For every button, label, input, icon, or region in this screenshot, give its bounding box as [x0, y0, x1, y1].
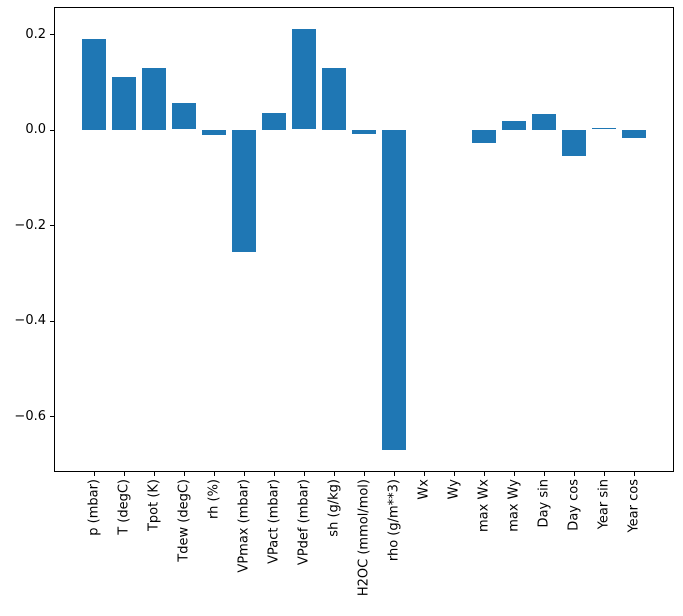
bar-rho-g-m-3: [382, 130, 406, 450]
bar-max-wx: [472, 130, 496, 143]
x-tick-label-text: VPact (mbar): [266, 479, 282, 564]
x-tick-mark: [94, 472, 95, 476]
x-tick-label-text: rho (g/m**3): [386, 479, 402, 562]
x-tick-label-text: rh (%): [206, 479, 222, 519]
x-tick-mark: [454, 472, 455, 476]
x-tick-label-text: Year sin: [596, 479, 612, 530]
x-tick-mark: [604, 472, 605, 476]
x-tick-mark: [154, 472, 155, 476]
x-tick-mark: [334, 472, 335, 476]
bar-sh-g-kg: [322, 68, 346, 130]
x-tick-mark: [514, 472, 515, 476]
bar-tpot-k: [142, 68, 166, 130]
x-tick-label-text: VPdef (mbar): [296, 479, 312, 566]
x-tick-mark: [544, 472, 545, 476]
bar-rh: [202, 130, 226, 135]
x-tick-label-text: Wx: [416, 479, 432, 500]
x-tick-label: H2OC (mmol/mol): [357, 479, 372, 596]
bar-day-sin: [532, 114, 556, 130]
x-tick-mark: [184, 472, 185, 476]
y-tick-mark: [50, 225, 54, 226]
x-tick-label-text: p (mbar): [86, 479, 102, 536]
x-tick-label: Wy: [447, 479, 462, 499]
x-tick-label: Day cos: [567, 479, 582, 531]
x-tick-label: rh (%): [207, 479, 222, 519]
y-tick-mark: [50, 130, 54, 131]
x-tick-label: VPmax (mbar): [237, 479, 252, 573]
bar-tdew-degc: [172, 103, 196, 129]
x-tick-label: VPact (mbar): [267, 479, 282, 564]
x-tick-label-text: Day sin: [536, 479, 552, 528]
y-tick-label: −0.4: [14, 313, 46, 328]
x-tick-mark: [244, 472, 245, 476]
x-tick-label: max Wx: [477, 479, 492, 532]
x-tick-mark: [634, 472, 635, 476]
x-tick-label-text: Year cos: [626, 479, 642, 533]
x-tick-label-text: max Wy: [506, 479, 522, 532]
x-tick-mark: [574, 472, 575, 476]
x-tick-label-text: T (degC): [116, 479, 132, 535]
x-tick-mark: [484, 472, 485, 476]
x-tick-label: T (degC): [117, 479, 132, 535]
x-tick-label: Year sin: [597, 479, 612, 529]
x-tick-mark: [214, 472, 215, 476]
x-tick-label: Tdew (degC): [177, 479, 192, 562]
x-tick-label-text: max Wx: [476, 479, 492, 533]
x-tick-label-text: H2OC (mmol/mol): [356, 479, 372, 597]
bar-p-mbar: [82, 39, 106, 130]
y-tick-mark: [50, 321, 54, 322]
x-tick-label-text: Wy: [446, 479, 462, 500]
bar-t-degc: [112, 77, 136, 130]
bar-vpdef-mbar: [292, 29, 316, 129]
x-tick-label: VPdef (mbar): [297, 479, 312, 565]
bar-max-wy: [502, 121, 526, 130]
x-tick-label-text: Tpot (K): [146, 479, 162, 532]
x-tick-label: Day sin: [537, 479, 552, 527]
x-tick-label: max Wy: [507, 479, 522, 532]
x-tick-label-text: Tdew (degC): [176, 479, 192, 562]
x-tick-label: sh (g/kg): [327, 479, 342, 537]
bar-year-cos: [622, 130, 646, 138]
x-tick-mark: [394, 472, 395, 476]
x-tick-label: rho (g/m**3): [387, 479, 402, 561]
y-tick-label: 0.2: [25, 27, 46, 42]
x-tick-mark: [424, 472, 425, 476]
y-tick-mark: [50, 416, 54, 417]
bar-vpact-mbar: [262, 113, 286, 130]
x-tick-label: Wx: [417, 479, 432, 500]
bar-vpmax-mbar: [232, 130, 256, 252]
bar-year-sin: [592, 128, 616, 129]
x-tick-label: Year cos: [627, 479, 642, 533]
y-tick-label: 0.0: [25, 122, 46, 137]
bar-day-cos: [562, 130, 586, 156]
y-tick-label: −0.6: [14, 409, 46, 424]
y-tick-label: −0.2: [14, 218, 46, 233]
y-tick-mark: [50, 34, 54, 35]
x-tick-mark: [364, 472, 365, 476]
bar-h2oc-mmol-mol: [352, 130, 376, 134]
x-tick-label: Tpot (K): [147, 479, 162, 531]
x-tick-label-text: sh (g/kg): [326, 479, 342, 537]
x-tick-mark: [124, 472, 125, 476]
x-tick-label-text: VPmax (mbar): [236, 479, 252, 573]
x-tick-mark: [304, 472, 305, 476]
x-tick-mark: [274, 472, 275, 476]
x-tick-label: p (mbar): [87, 479, 102, 536]
x-tick-label-text: Day cos: [566, 479, 582, 531]
